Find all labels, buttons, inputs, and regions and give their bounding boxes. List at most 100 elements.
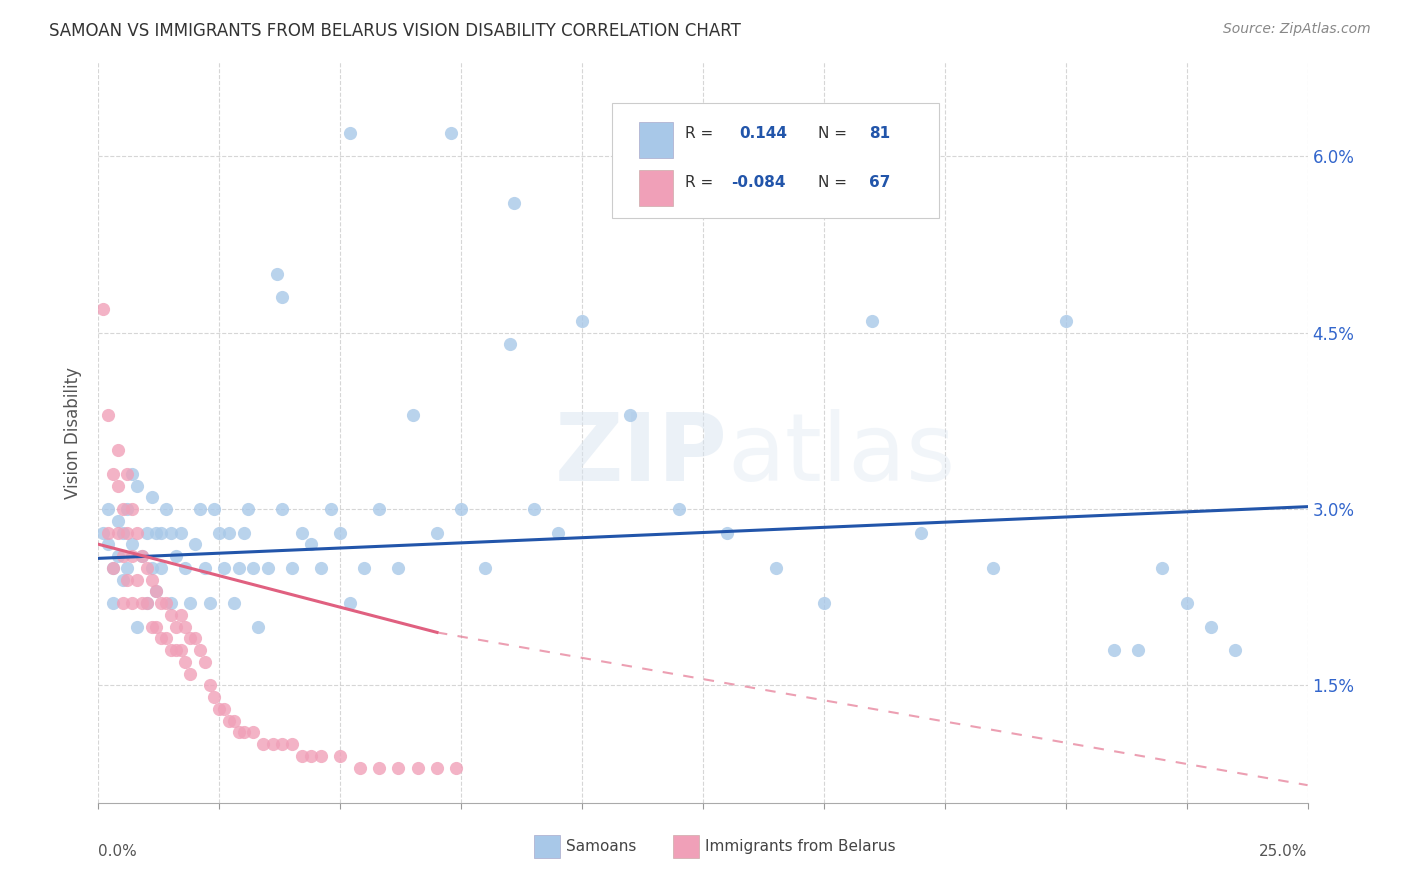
Point bbox=[155, 502, 177, 516]
Point bbox=[242, 561, 264, 575]
Point bbox=[121, 537, 143, 551]
Bar bbox=[534, 835, 561, 858]
Text: 25.0%: 25.0% bbox=[1260, 844, 1308, 858]
Bar bbox=[638, 170, 673, 205]
Point bbox=[247, 619, 270, 633]
Point bbox=[174, 619, 197, 633]
Point bbox=[503, 196, 526, 211]
Point bbox=[97, 537, 120, 551]
Point bbox=[329, 748, 352, 763]
Point bbox=[339, 126, 361, 140]
Point bbox=[271, 502, 294, 516]
Point bbox=[198, 596, 221, 610]
Text: Source: ZipAtlas.com: Source: ZipAtlas.com bbox=[1223, 22, 1371, 37]
Text: 0.144: 0.144 bbox=[740, 126, 787, 141]
Point bbox=[169, 643, 191, 657]
Point bbox=[169, 607, 191, 622]
Point bbox=[117, 573, 139, 587]
Bar bbox=[638, 122, 673, 158]
Text: R =: R = bbox=[685, 175, 713, 190]
Point bbox=[160, 596, 183, 610]
Point bbox=[813, 596, 835, 610]
Point bbox=[228, 561, 250, 575]
Point bbox=[474, 561, 496, 575]
Point bbox=[179, 666, 201, 681]
Point bbox=[165, 643, 187, 657]
Point bbox=[101, 596, 124, 610]
Point bbox=[165, 619, 187, 633]
Point bbox=[309, 748, 332, 763]
Point bbox=[135, 525, 157, 540]
Point bbox=[238, 502, 260, 516]
Point bbox=[121, 502, 143, 516]
Point bbox=[169, 525, 191, 540]
Point bbox=[387, 760, 409, 774]
Point bbox=[179, 596, 201, 610]
Point bbox=[101, 561, 124, 575]
Point bbox=[127, 525, 149, 540]
Point bbox=[281, 561, 304, 575]
Point bbox=[299, 748, 322, 763]
Text: 81: 81 bbox=[869, 126, 890, 141]
Point bbox=[101, 561, 124, 575]
Point bbox=[402, 408, 425, 422]
Point bbox=[309, 561, 332, 575]
Point bbox=[194, 655, 217, 669]
Text: ZIP: ZIP bbox=[554, 409, 727, 500]
Point bbox=[141, 490, 163, 504]
Point bbox=[141, 619, 163, 633]
Point bbox=[368, 502, 391, 516]
Point bbox=[440, 126, 463, 140]
Point bbox=[1223, 643, 1246, 657]
Point bbox=[353, 561, 375, 575]
Text: 67: 67 bbox=[869, 175, 890, 190]
Point bbox=[266, 267, 288, 281]
Point bbox=[571, 314, 593, 328]
Point bbox=[97, 408, 120, 422]
Text: atlas: atlas bbox=[727, 409, 956, 500]
Text: 0.0%: 0.0% bbox=[98, 844, 138, 858]
Point bbox=[198, 678, 221, 692]
Point bbox=[145, 525, 167, 540]
Point bbox=[194, 561, 217, 575]
Point bbox=[426, 760, 449, 774]
Point bbox=[910, 525, 932, 540]
Point bbox=[179, 632, 201, 646]
Point bbox=[290, 525, 312, 540]
Point bbox=[619, 408, 641, 422]
Point bbox=[131, 549, 153, 563]
Point bbox=[101, 467, 124, 481]
Point bbox=[319, 502, 342, 516]
Point bbox=[160, 607, 183, 622]
Point bbox=[218, 714, 240, 728]
Point bbox=[127, 573, 149, 587]
Point bbox=[117, 561, 139, 575]
FancyBboxPatch shape bbox=[613, 103, 939, 218]
Point bbox=[155, 632, 177, 646]
Point bbox=[111, 596, 134, 610]
Point bbox=[111, 549, 134, 563]
Text: R =: R = bbox=[685, 126, 713, 141]
Point bbox=[107, 549, 129, 563]
Point bbox=[188, 643, 211, 657]
Point bbox=[860, 314, 883, 328]
Point bbox=[668, 502, 690, 516]
Point bbox=[141, 561, 163, 575]
Point bbox=[145, 619, 167, 633]
Point bbox=[339, 596, 361, 610]
Point bbox=[107, 514, 129, 528]
Point bbox=[174, 655, 197, 669]
Point bbox=[1102, 643, 1125, 657]
Point bbox=[165, 549, 187, 563]
Point bbox=[107, 525, 129, 540]
Y-axis label: Vision Disability: Vision Disability bbox=[65, 367, 83, 499]
Point bbox=[145, 584, 167, 599]
Point bbox=[160, 643, 183, 657]
Point bbox=[184, 632, 207, 646]
Point bbox=[446, 760, 468, 774]
Point bbox=[135, 561, 157, 575]
Point bbox=[160, 525, 183, 540]
Point bbox=[111, 502, 134, 516]
Point bbox=[208, 702, 231, 716]
Point bbox=[150, 596, 173, 610]
